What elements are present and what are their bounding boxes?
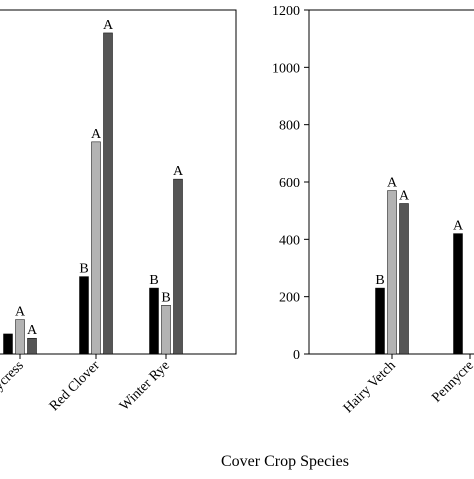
bar-label: B [375, 273, 384, 288]
x-category-label: Hairy Vetch [341, 358, 399, 416]
y-tick-label: 600 [279, 176, 300, 191]
bar-left-2-0 [149, 287, 159, 355]
bar-label: B [161, 290, 170, 305]
x-axis-title: Cover Crop Species [221, 453, 349, 470]
x-category-label: ycress [0, 358, 27, 393]
bar-label: B [79, 262, 88, 277]
y-tick-label: 800 [279, 119, 300, 134]
y-tick-label: 1000 [272, 61, 300, 76]
x-category-label: Pennycre [429, 358, 474, 405]
bar-left-0-1 [15, 319, 25, 355]
bar-label: A [15, 305, 26, 320]
x-category-label: Red Clover [47, 358, 103, 414]
bar-left-1-0 [79, 276, 89, 355]
bar-right-0-0 [375, 287, 385, 355]
bar-label: A [399, 189, 410, 204]
bar-left-0-0 [3, 333, 13, 355]
plot-frame-left [0, 9, 237, 355]
bar-right-0-2 [399, 203, 409, 355]
bar-label: B [149, 273, 158, 288]
bar-left-1-1 [91, 141, 101, 355]
x-category-label: Winter Rye [117, 358, 173, 414]
bar-label: A [91, 127, 102, 142]
bar-label: A [387, 176, 398, 191]
bar-label: A [453, 219, 464, 234]
bar-label: A [27, 323, 38, 338]
bar-label: A [173, 164, 184, 179]
bar-left-2-1 [161, 305, 171, 355]
bar-left-0-2 [27, 337, 37, 355]
y-tick-label: 200 [279, 291, 300, 306]
bar-right-0-1 [387, 190, 397, 355]
bar-left-2-2 [173, 178, 183, 355]
y-tick-label: 0 [293, 348, 300, 363]
bar-right-1-0 [453, 233, 463, 355]
bar-left-1-2 [103, 32, 113, 355]
y-tick-label: 1200 [272, 4, 300, 19]
y-tick-label: 400 [279, 233, 300, 248]
bar-label: A [103, 18, 114, 33]
